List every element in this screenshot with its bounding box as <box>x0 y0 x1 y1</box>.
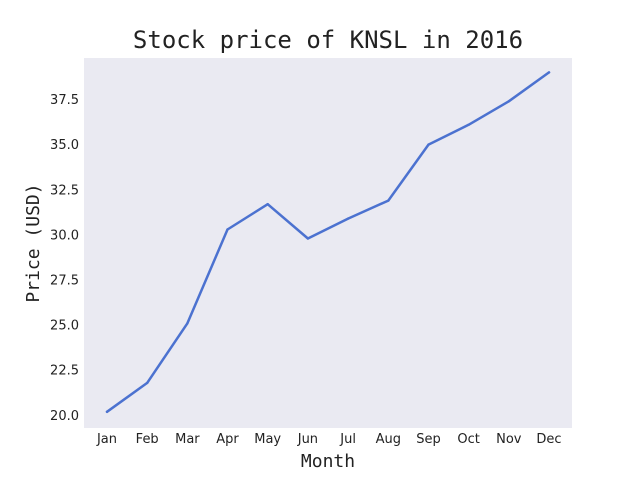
data-point <box>266 203 269 206</box>
x-tick-label: Apr <box>216 432 239 447</box>
data-point <box>547 71 551 74</box>
data-point <box>507 100 510 103</box>
x-tick-label: Jun <box>297 432 318 447</box>
x-tick-label: Aug <box>376 432 401 447</box>
x-tick-label: May <box>254 432 281 447</box>
y-tick-label: 37.5 <box>50 93 79 108</box>
y-tick-label: 25.0 <box>50 319 79 334</box>
x-tick-label: Oct <box>457 432 479 447</box>
data-point <box>226 228 229 231</box>
data-point <box>186 322 189 325</box>
y-axis-label: Price (USD) <box>23 183 44 302</box>
data-point <box>105 410 109 413</box>
data-point <box>427 143 430 146</box>
x-axis-label: Month <box>301 451 355 472</box>
x-tick-label: Jul <box>339 432 356 447</box>
data-point <box>467 123 470 127</box>
y-tick-label: 22.5 <box>50 364 79 379</box>
plot-area <box>84 58 572 428</box>
y-tick-label: 35.0 <box>50 138 79 153</box>
series-line <box>105 71 551 414</box>
y-tick-label: 30.0 <box>50 228 79 243</box>
data-point <box>306 237 310 240</box>
x-tick-label: Feb <box>136 432 159 447</box>
x-tick-label: Dec <box>536 432 561 447</box>
y-tick-labels: 20.0 22.5 25.0 27.5 30.0 32.5 35.0 37.5 <box>50 93 79 424</box>
y-tick-label: 20.0 <box>50 409 79 424</box>
x-tick-label: Sep <box>416 432 441 447</box>
data-point <box>387 199 390 202</box>
x-tick-labels: Jan Feb Mar Apr May Jun Jul Aug Sep Oct Nov Dec <box>96 432 562 447</box>
x-tick-label: Nov <box>496 432 522 447</box>
data-point <box>346 217 350 220</box>
y-tick-label: 32.5 <box>50 183 79 198</box>
chart-title: Stock price of KNSL in 2016 <box>133 26 523 54</box>
series-layer <box>105 71 551 414</box>
y-tick-label: 27.5 <box>50 274 79 289</box>
data-point <box>146 381 149 385</box>
x-tick-label: Jan <box>96 432 117 447</box>
x-tick-label: Mar <box>175 432 200 447</box>
